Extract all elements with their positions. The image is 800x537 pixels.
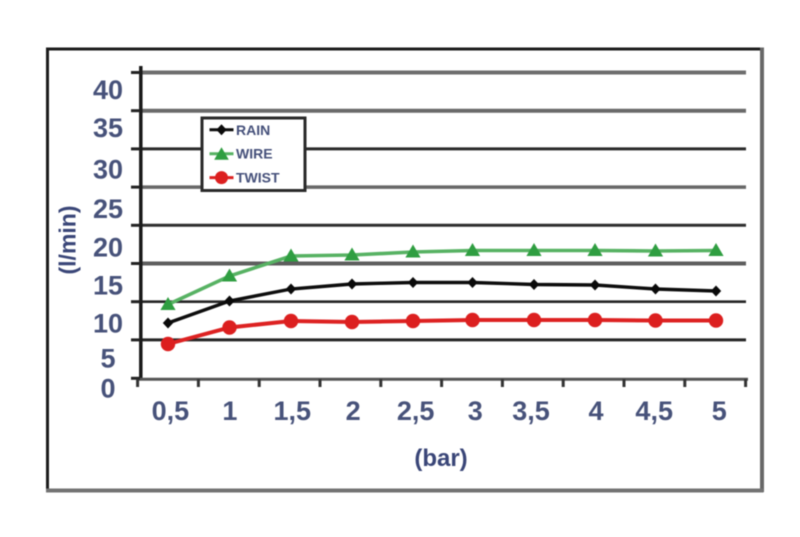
svg-text:5: 5: [100, 344, 115, 374]
svg-text:5: 5: [712, 396, 727, 426]
svg-text:4,5: 4,5: [635, 396, 673, 426]
svg-text:4: 4: [588, 396, 603, 426]
svg-text:(bar): (bar): [414, 445, 467, 472]
svg-text:30: 30: [93, 155, 123, 185]
svg-text:40: 40: [93, 75, 123, 105]
svg-text:0: 0: [100, 374, 115, 404]
svg-text:3,5: 3,5: [512, 396, 550, 426]
svg-text:1: 1: [222, 396, 237, 426]
svg-text:10: 10: [93, 309, 123, 339]
svg-text:(l/min): (l/min): [55, 206, 81, 275]
svg-text:20: 20: [93, 233, 123, 263]
svg-text:2,5: 2,5: [397, 396, 435, 426]
svg-text:3: 3: [468, 396, 483, 426]
svg-text:2: 2: [346, 396, 361, 426]
svg-text:TWIST: TWIST: [236, 170, 280, 186]
svg-text:RAIN: RAIN: [236, 122, 270, 138]
svg-text:WIRE: WIRE: [236, 146, 273, 162]
svg-text:35: 35: [93, 113, 123, 143]
svg-text:25: 25: [93, 194, 123, 224]
svg-text:0,5: 0,5: [152, 396, 190, 426]
svg-text:15: 15: [93, 271, 123, 301]
svg-text:1,5: 1,5: [274, 396, 312, 426]
